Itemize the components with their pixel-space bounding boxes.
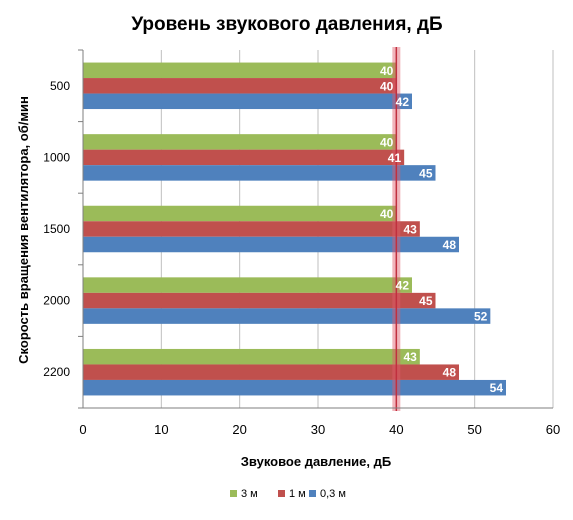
data-label: 52 [474, 310, 488, 324]
data-label: 43 [403, 350, 417, 364]
legend-label: 3 м [241, 488, 258, 500]
x-tick-label: 40 [389, 422, 403, 437]
legend-label: 1 м [289, 488, 306, 500]
bar [83, 364, 459, 380]
chart-title: Уровень звукового давления, дБ [131, 14, 442, 35]
y-axis-title: Скорость вращения вентилятора, об/мин [16, 96, 31, 364]
bars [83, 62, 506, 396]
x-tick-label: 50 [467, 422, 481, 437]
bar [83, 205, 397, 222]
x-tick-label: 30 [311, 422, 325, 437]
legend-swatch [309, 490, 316, 497]
reference-line-group [392, 47, 401, 411]
data-label: 40 [380, 207, 394, 221]
bar [83, 149, 405, 166]
x-tick-label: 20 [232, 422, 246, 437]
data-label: 40 [380, 79, 394, 93]
data-label: 41 [388, 151, 402, 165]
data-label: 42 [396, 95, 410, 109]
data-label: 45 [419, 166, 433, 180]
data-label: 42 [396, 279, 410, 293]
x-tick-label: 60 [546, 422, 560, 437]
legend: 3 м 1 м 0,3 м [230, 488, 346, 500]
legend-swatch [278, 490, 285, 497]
data-label: 40 [380, 64, 394, 78]
y-tick-label: 500 [50, 79, 70, 93]
bar [83, 277, 412, 293]
bar [83, 379, 506, 396]
bar [83, 78, 397, 94]
bar [83, 62, 397, 79]
y-tick-label: 2200 [43, 365, 70, 379]
y-tick-label: 1500 [43, 222, 70, 236]
data-label: 45 [419, 294, 433, 308]
data-label: 40 [380, 135, 394, 149]
data-label: 48 [443, 366, 457, 380]
bar [83, 93, 412, 110]
x-tick-label: 10 [154, 422, 168, 437]
x-axis-title: Звуковое давление, дБ [241, 454, 391, 469]
bar [83, 165, 436, 181]
bar [83, 134, 397, 150]
y-tick-label: 2000 [43, 294, 70, 308]
y-tick-label: 1000 [43, 150, 70, 164]
legend-label: 0,3 м [320, 488, 346, 500]
legend-swatch [230, 490, 237, 497]
x-tick-label: 0 [79, 422, 86, 437]
data-label: 48 [443, 238, 457, 252]
bar [83, 348, 420, 365]
bar [83, 308, 491, 324]
bar [83, 236, 459, 253]
bar [83, 221, 420, 237]
data-label: 43 [403, 223, 417, 237]
axes: 0 10 20 30 40 50 60 500 1000 1500 2000 2200 [43, 49, 560, 437]
bar [83, 292, 436, 309]
data-label: 54 [490, 381, 504, 395]
